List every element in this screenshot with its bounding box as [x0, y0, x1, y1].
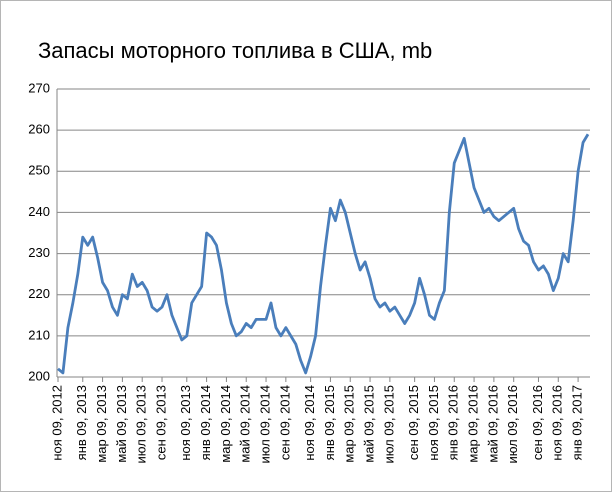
chart-title: Запасы моторного топлива в США, mb — [38, 38, 432, 63]
y-tick-label: 210 — [28, 327, 50, 342]
y-tick-label: 260 — [28, 122, 50, 137]
x-tick-label: янв 09, 2013 — [74, 385, 89, 460]
x-tick-label: мар 09, 2014 — [218, 385, 233, 463]
y-tick-label: 270 — [28, 80, 50, 95]
x-tick-label: янв 09, 2015 — [322, 385, 337, 460]
x-tick-label: мар 09, 2013 — [94, 385, 109, 463]
x-tick-label: янв 09, 2016 — [446, 385, 461, 460]
x-tick-label: июл 09, 2016 — [505, 385, 520, 464]
x-tick-label: ноя 09, 2015 — [426, 385, 441, 461]
y-tick-label: 240 — [28, 204, 50, 219]
y-tick-label: 200 — [28, 368, 50, 383]
x-tick-label: май 09, 2014 — [238, 385, 253, 463]
x-tick-label: июл 09, 2014 — [257, 385, 272, 464]
x-tick-label: сен 09, 2013 — [153, 385, 168, 460]
x-tick-label: сен 09, 2014 — [277, 385, 292, 460]
x-tick-label: май 09, 2016 — [485, 385, 500, 463]
x-tick-label: янв 09, 2014 — [198, 385, 213, 460]
x-tick-label: июл 09, 2013 — [134, 385, 149, 464]
x-tick-label: сен 09, 2016 — [530, 385, 545, 460]
x-tick-label: мар 09, 2016 — [466, 385, 481, 463]
line-series — [57, 133, 590, 375]
x-tick-label: июл 09, 2015 — [381, 385, 396, 464]
x-tick-label: ноя 09, 2014 — [302, 385, 317, 461]
y-tick-label: 220 — [28, 286, 50, 301]
x-tick-label: май 09, 2013 — [114, 385, 129, 463]
x-tick-label: ноя 09, 2012 — [49, 385, 64, 461]
x-tick-label: мар 09, 2015 — [342, 385, 357, 463]
x-tick-label: сен 09, 2015 — [406, 385, 421, 460]
x-tick-label: май 09, 2015 — [361, 385, 376, 463]
x-tick-label: янв 09, 2017 — [570, 385, 585, 460]
y-tick-label: 250 — [28, 163, 50, 178]
x-tick-label: ноя 09, 2016 — [550, 385, 565, 461]
y-tick-label: 230 — [28, 245, 50, 260]
x-tick-label: ноя 09, 2013 — [178, 385, 193, 461]
